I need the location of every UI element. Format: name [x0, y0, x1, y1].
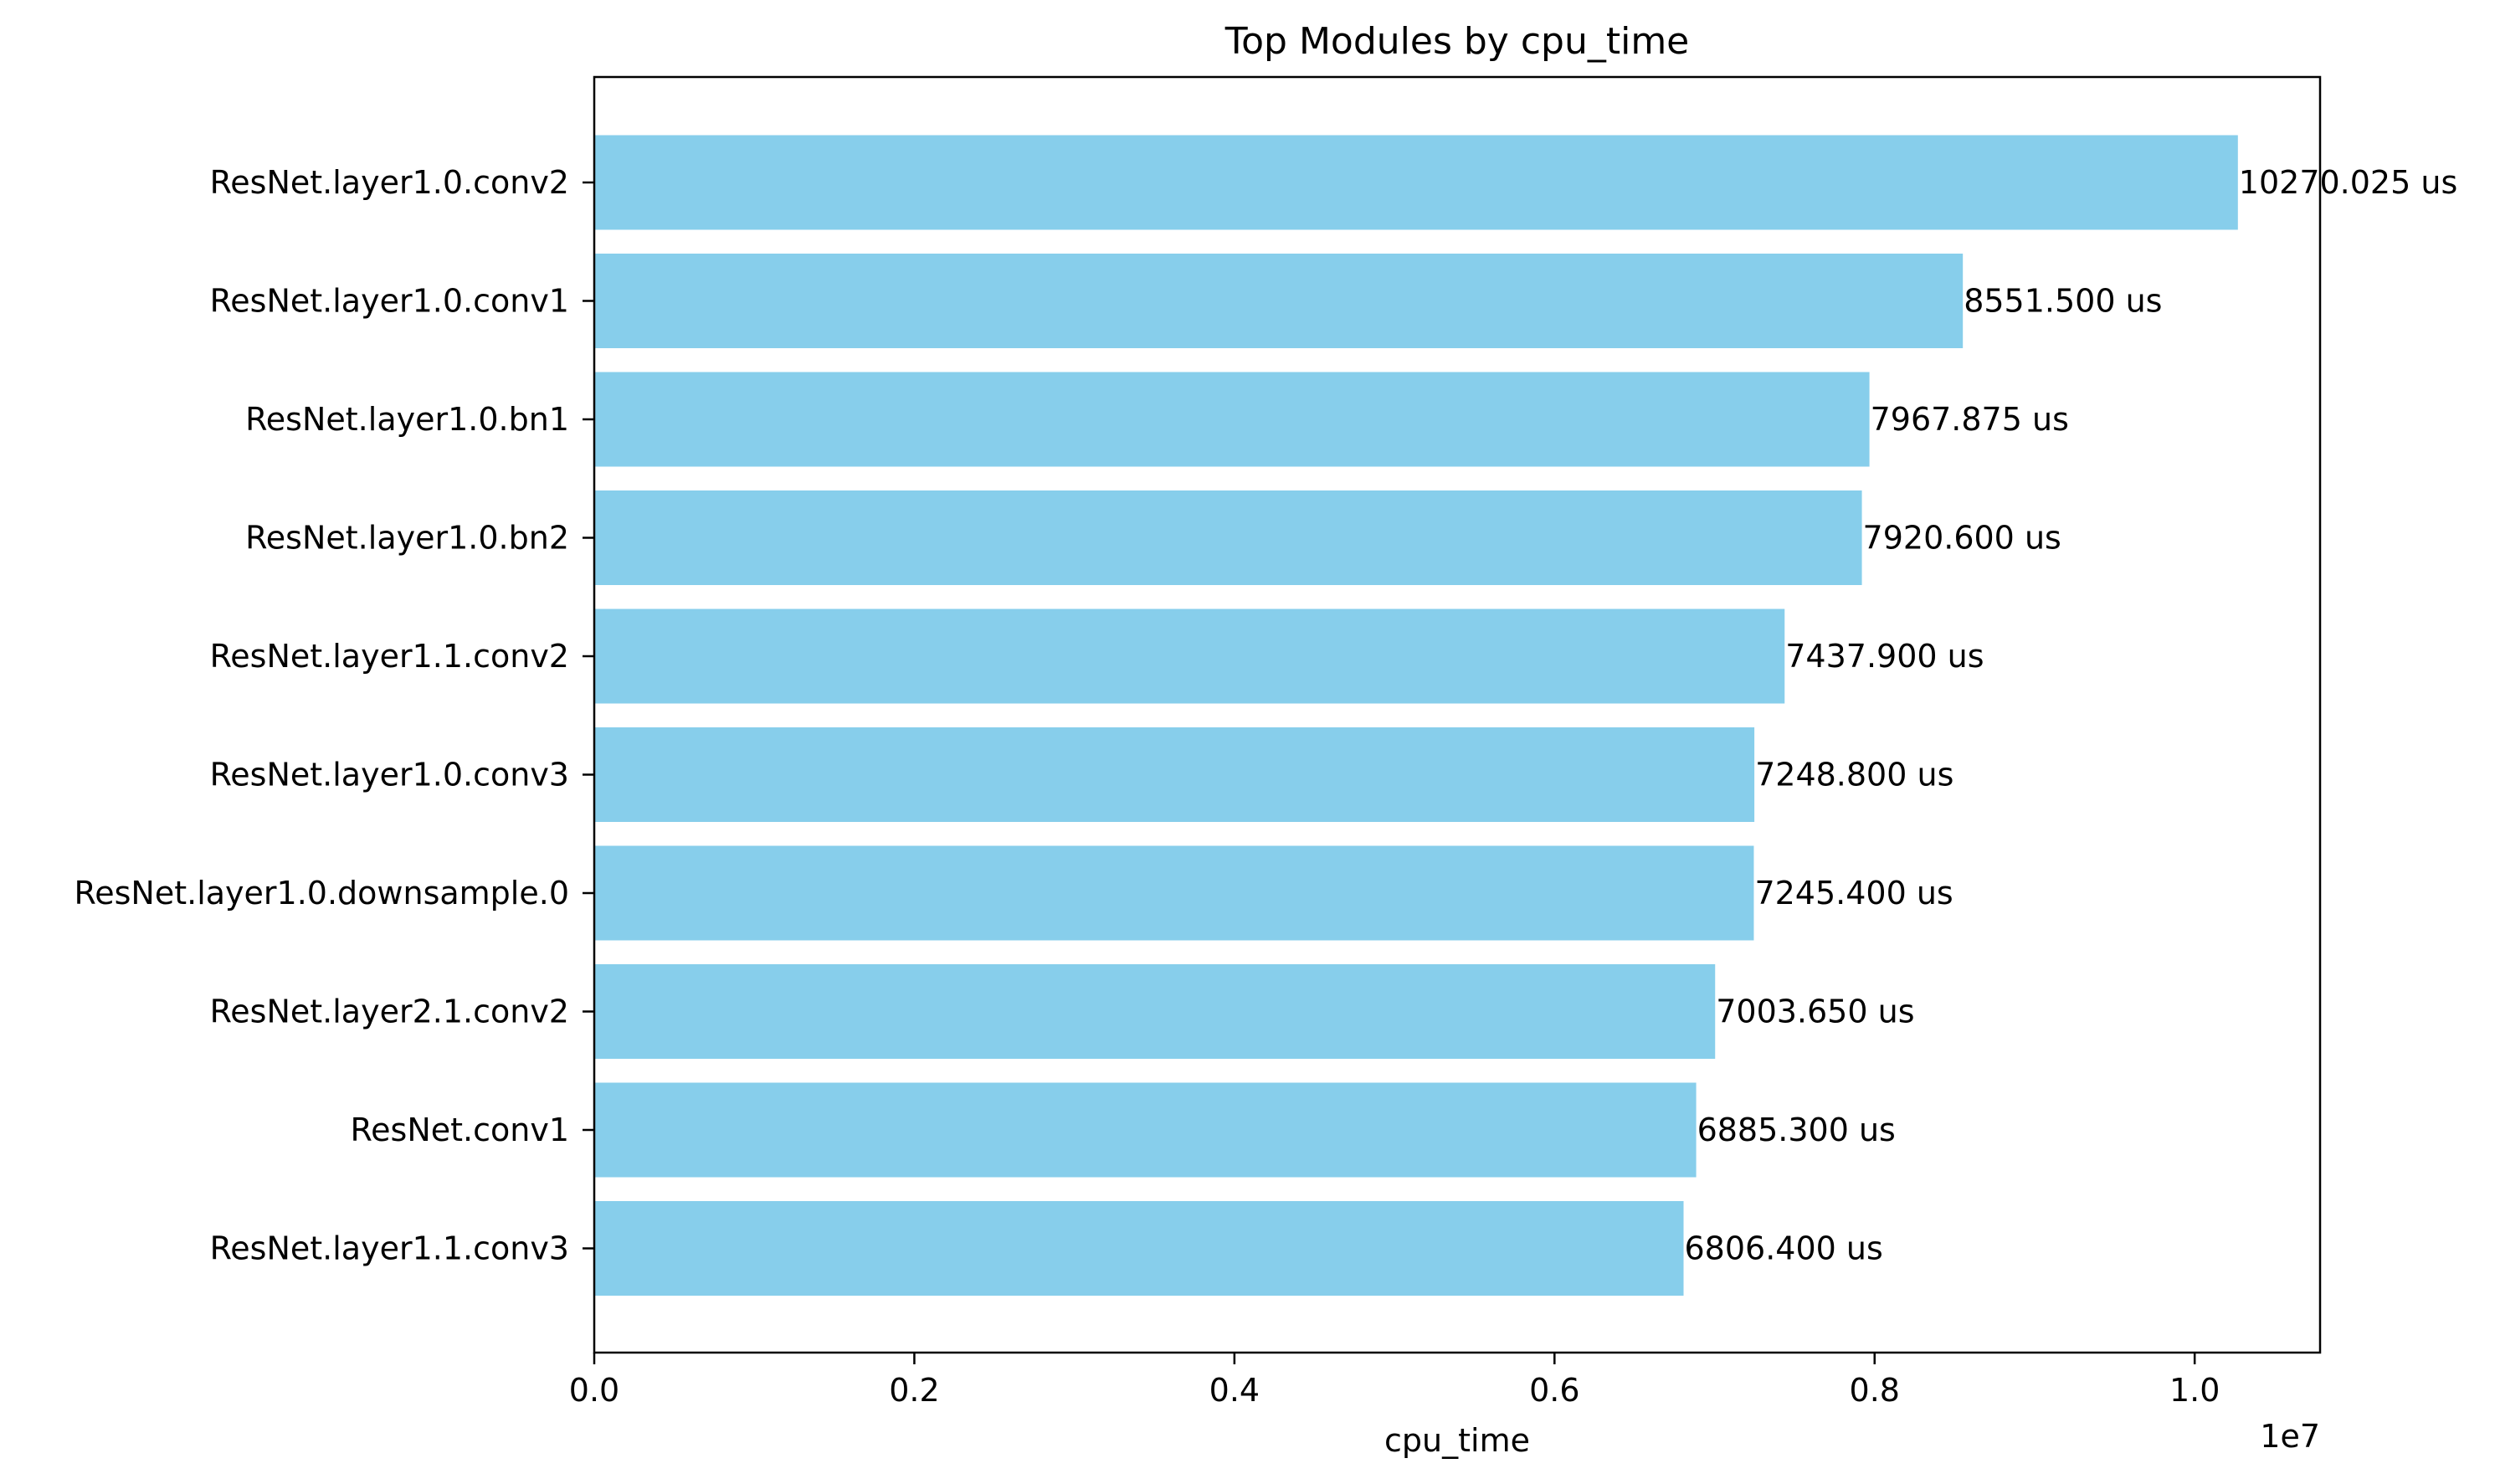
bar-value-label: 7437.900 us [1785, 638, 1984, 675]
bar-value-label: 10270.025 us [2239, 164, 2457, 201]
bar [594, 1082, 1697, 1178]
y-axis-ticks: ResNet.layer1.0.conv2 ResNet.layer1.0.con… [74, 164, 594, 1267]
bar [594, 1201, 1684, 1296]
y-tick-label: ResNet.layer1.0.conv2 [210, 164, 569, 201]
plot-area-frame [593, 75, 2322, 1354]
x-tick-label: 0.6 [1529, 1372, 1579, 1409]
bar-value-label: 6806.400 us [1685, 1230, 1883, 1267]
x-tick-label: 0.0 [569, 1372, 619, 1409]
bar [594, 964, 1716, 1059]
x-axis-label: cpu_time [1384, 1422, 1530, 1459]
bar-value-label: 7920.600 us [1863, 520, 2061, 557]
y-tick-label: ResNet.layer1.0.conv1 [210, 283, 569, 320]
value-labels-layer: 10270.025 us 8551.500 us 7967.875 us 7920.6… [1685, 164, 2458, 1267]
bar [594, 608, 1785, 704]
bar-value-label: 7967.875 us [1871, 401, 2069, 438]
chart-title: Top Modules by cpu_time [1224, 20, 1690, 63]
bar [594, 845, 1754, 941]
y-tick-label: ResNet.layer1.1.conv2 [210, 638, 569, 675]
y-tick-label: ResNet.conv1 [350, 1112, 569, 1148]
bar [594, 135, 2238, 230]
bars-layer [594, 135, 2238, 1296]
bar [594, 254, 1964, 348]
x-tick-label: 0.8 [1850, 1372, 1900, 1409]
y-tick-label: ResNet.layer1.0.bn1 [245, 401, 569, 438]
x-tick-label: 1.0 [2169, 1372, 2220, 1409]
bar-value-label: 8551.500 us [1964, 283, 2162, 320]
x-axis-ticks: 0.0 0.2 0.4 0.6 0.8 1.0 [569, 1353, 2220, 1409]
bar-value-label: 7003.650 us [1716, 994, 1914, 1030]
x-tick-label: 0.4 [1209, 1372, 1260, 1409]
x-tick-label: 0.2 [889, 1372, 939, 1409]
y-tick-label: ResNet.layer1.0.downsample.0 [74, 875, 569, 911]
y-tick-label: ResNet.layer1.0.conv3 [210, 757, 569, 793]
y-tick-label: ResNet.layer1.0.bn2 [245, 520, 569, 557]
y-tick-label: ResNet.layer2.1.conv2 [210, 994, 569, 1030]
y-tick-label: ResNet.layer1.1.conv3 [210, 1230, 569, 1267]
bar-value-label: 7245.400 us [1754, 875, 1953, 911]
bar [594, 490, 1862, 585]
bar-value-label: 7248.800 us [1755, 757, 1953, 793]
bar-value-label: 6885.300 us [1697, 1112, 1896, 1148]
x-axis-offset-text: 1e7 [2260, 1418, 2320, 1455]
bar [594, 727, 1755, 822]
bar [594, 372, 1870, 467]
